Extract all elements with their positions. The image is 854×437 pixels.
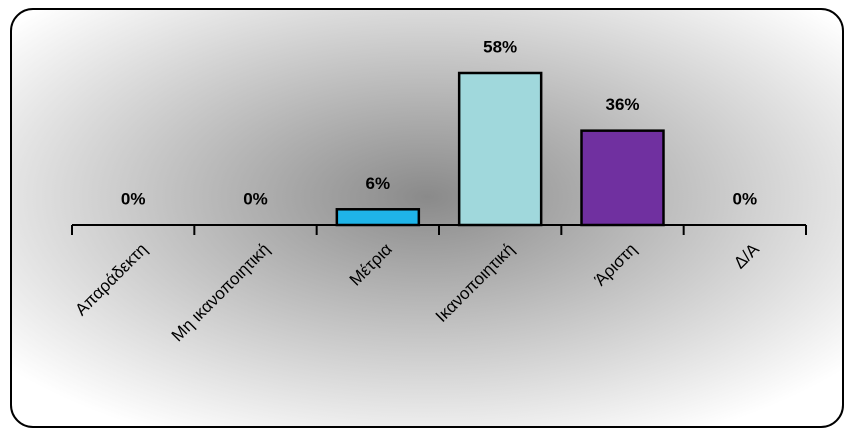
bar xyxy=(335,208,421,227)
value-label: 6% xyxy=(366,174,391,193)
value-label: 0% xyxy=(733,189,758,208)
bar xyxy=(457,71,543,227)
value-label: 58% xyxy=(483,37,517,56)
value-label: 0% xyxy=(121,189,146,208)
value-label: 36% xyxy=(605,95,639,114)
value-label: 0% xyxy=(243,189,268,208)
bar xyxy=(580,129,665,227)
chart-frame xyxy=(10,8,844,428)
